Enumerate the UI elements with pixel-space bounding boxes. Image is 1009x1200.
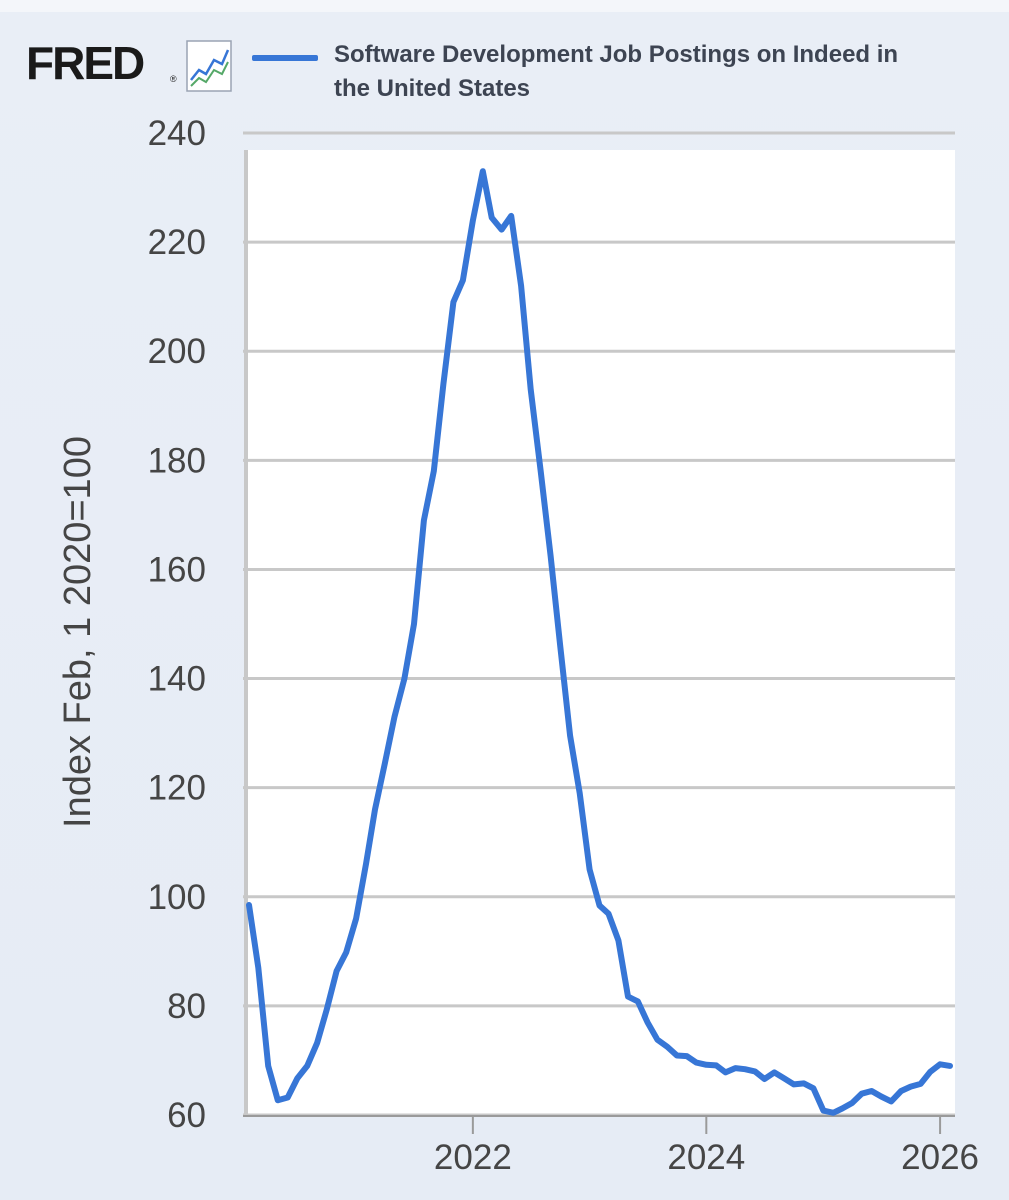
y-tick-label: 100 [148, 878, 206, 917]
y-axis: 60 80 100 120 140 160 180 200 220 240 [148, 114, 206, 1135]
y-tick-label: 60 [167, 1096, 206, 1135]
registered-mark: ® [170, 74, 177, 84]
legend-swatch [252, 55, 318, 61]
chart-legend: Software Development Job Postings on Ind… [252, 38, 934, 106]
chart-header: FRED ® Software Development Job Postings… [0, 12, 1009, 112]
y-tick-label: 160 [148, 550, 206, 589]
x-tick-label: 2024 [667, 1138, 745, 1177]
x-axis: 2022 2024 2026 [434, 1116, 979, 1177]
x-tick-label: 2026 [901, 1138, 979, 1177]
y-tick-label: 80 [167, 987, 206, 1026]
fred-logo[interactable]: FRED [26, 37, 145, 89]
line-graph-icon [186, 40, 232, 92]
x-tick-label: 2022 [434, 1138, 512, 1177]
y-tick-label: 140 [148, 660, 206, 699]
series-layer [246, 168, 953, 1116]
y-tick-label: 200 [148, 332, 206, 371]
plot-background [244, 150, 955, 1116]
y-axis-title: Index Feb, 1 2020=100 [57, 436, 99, 828]
series-line [246, 168, 953, 1116]
top-strip [0, 0, 1009, 12]
y-tick-label: 220 [148, 223, 206, 262]
y-tick-label: 240 [148, 114, 206, 153]
y-tick-label: 120 [148, 769, 206, 808]
y-tick-label: 180 [148, 441, 206, 480]
legend-label: Software Development Job Postings on Ind… [334, 41, 899, 102]
